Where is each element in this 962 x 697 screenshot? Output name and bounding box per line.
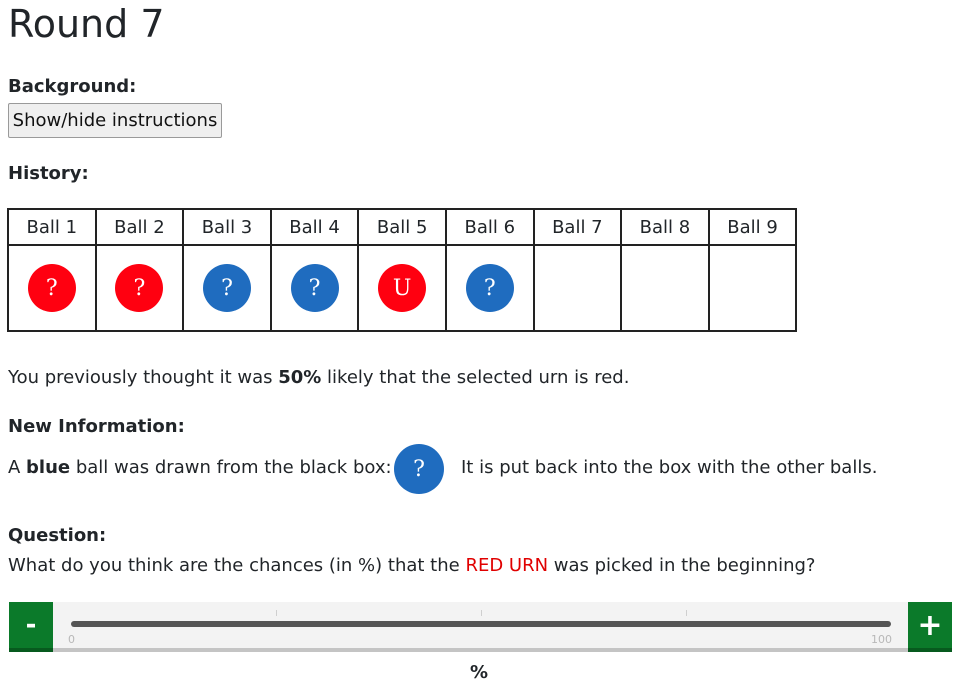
history-column-header: Ball 3 — [182, 208, 272, 246]
question-highlight: RED URN — [465, 555, 549, 576]
slider-track[interactable] — [71, 621, 891, 627]
history-table: Ball 1 Ball 2 Ball 3 Ball 4 Ball 5 Ball … — [7, 208, 798, 332]
slider-min-label: 0 — [68, 633, 75, 646]
history-column-header: Ball 4 — [269, 208, 360, 246]
history-cell: ? — [444, 244, 535, 332]
page-title: Round 7 — [8, 2, 165, 46]
history-column-header: Ball 5 — [357, 208, 447, 246]
slider-unit-label: % — [470, 662, 489, 683]
red-ball-icon: U — [378, 264, 427, 312]
history-column-header: Ball 6 — [444, 208, 535, 246]
previous-belief-suffix: likely that the selected urn is red. — [321, 367, 630, 388]
slider-tick — [686, 610, 687, 616]
background-label: Background: — [8, 76, 137, 97]
history-cell: ? — [182, 244, 272, 332]
history-ball-row: ? ? ? ? U ? — [7, 244, 798, 332]
slider-max-label: 100 — [871, 633, 892, 646]
blue-ball-icon: ? — [290, 264, 339, 312]
history-cell-empty — [620, 244, 710, 332]
red-ball-icon: ? — [115, 264, 164, 312]
previous-belief-text: You previously thought it was 50% likely… — [8, 367, 629, 388]
new-info-middle: ball was drawn from the black box: — [70, 457, 392, 478]
history-cell: ? — [7, 244, 97, 332]
history-column-header: Ball 7 — [532, 208, 623, 246]
drawn-blue-ball-icon: ? — [394, 444, 444, 494]
history-cell: ? — [94, 244, 185, 332]
slider-tick — [481, 610, 482, 616]
drawn-ball-color: blue — [26, 457, 71, 478]
history-label: History: — [8, 163, 89, 184]
new-info-prefix: A — [8, 457, 27, 478]
history-column-header: Ball 9 — [707, 208, 798, 246]
history-header-row: Ball 1 Ball 2 Ball 3 Ball 4 Ball 5 Ball … — [7, 208, 798, 246]
history-cell-empty — [707, 244, 798, 332]
probability-slider[interactable]: - 0 100 + — [9, 602, 952, 652]
slider-tick — [276, 610, 277, 616]
history-cell: ? — [269, 244, 360, 332]
blue-ball-icon: ? — [465, 264, 514, 312]
question-text: What do you think are the chances (in %)… — [8, 555, 815, 576]
new-information-text: A blue ball was drawn from the black box… — [8, 457, 392, 478]
decrease-button[interactable]: - — [9, 602, 53, 652]
previous-belief-value: 50% — [278, 367, 322, 388]
history-column-header: Ball 1 — [7, 208, 97, 246]
show-hide-instructions-button[interactable]: Show/hide instructions — [8, 103, 222, 138]
previous-belief-prefix: You previously thought it was — [8, 367, 279, 388]
question-prefix: What do you think are the chances (in %)… — [8, 555, 466, 576]
increase-button[interactable]: + — [908, 602, 952, 652]
put-back-text: It is put back into the box with the oth… — [461, 457, 878, 478]
history-column-header: Ball 8 — [620, 208, 710, 246]
blue-ball-icon: ? — [202, 264, 251, 312]
history-column-header: Ball 2 — [94, 208, 185, 246]
history-cell-empty — [532, 244, 623, 332]
history-cell: U — [357, 244, 447, 332]
question-suffix: was picked in the beginning? — [548, 555, 816, 576]
new-information-label: New Information: — [8, 416, 185, 437]
question-label: Question: — [8, 525, 107, 546]
red-ball-icon: ? — [27, 264, 76, 312]
